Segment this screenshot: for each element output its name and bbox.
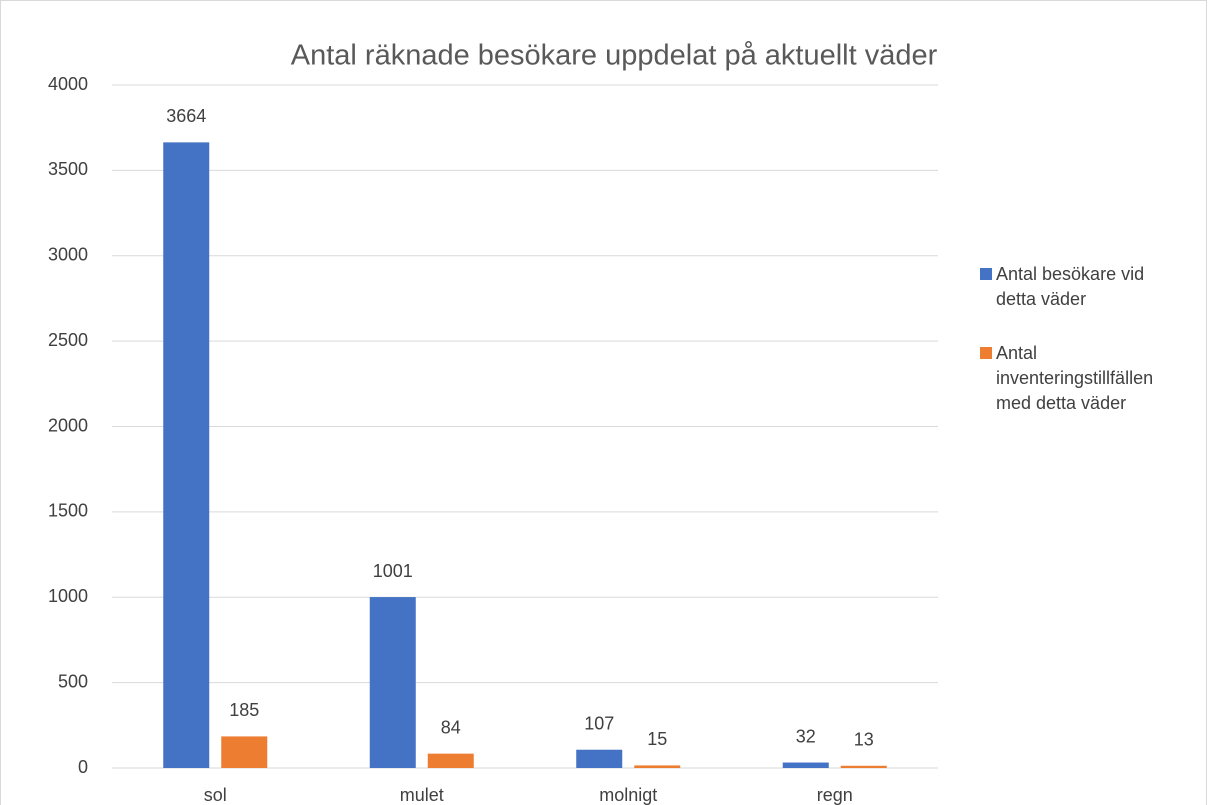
bar (369, 597, 416, 768)
legend-entry: Antal inventeringstillfällen med detta v… (980, 341, 1180, 416)
y-tick-label: 1000 (48, 586, 88, 606)
y-tick-label: 2500 (48, 330, 88, 350)
data-label: 13 (854, 730, 874, 750)
bar (163, 142, 210, 768)
bar (634, 765, 681, 768)
data-label: 185 (229, 700, 259, 720)
bar (427, 753, 474, 768)
legend-label: Antal besökare vid detta väder (996, 264, 1145, 309)
bar (840, 765, 887, 768)
data-label: 107 (584, 713, 614, 733)
legend: Antal besökare vid detta väder Antal inve… (980, 262, 1180, 445)
y-tick-label: 0 (78, 757, 88, 777)
x-tick-label: mulet (400, 785, 444, 805)
y-tick-label: 3000 (48, 245, 88, 265)
x-tick-label: molnigt (599, 785, 657, 805)
data-label: 32 (796, 726, 816, 746)
y-tick-label: 500 (58, 671, 88, 691)
x-tick-label: regn (817, 785, 853, 805)
legend-swatch (980, 268, 992, 280)
y-tick-label: 3500 (48, 159, 88, 179)
data-label: 15 (647, 729, 667, 749)
legend-label: Antal inventeringstillfällen med detta v… (996, 343, 1154, 413)
bar (782, 762, 829, 768)
x-tick-label: sol (204, 785, 227, 805)
y-tick-label: 1500 (48, 501, 88, 521)
y-tick-label: 2000 (48, 415, 88, 435)
chart-title: Antal räknade besökare uppdelat på aktue… (291, 40, 938, 72)
y-tick-label: 4000 (48, 74, 88, 94)
bar (576, 749, 623, 768)
bar (221, 736, 268, 768)
data-label: 3664 (166, 106, 206, 126)
data-label: 1001 (373, 561, 413, 581)
data-label: 84 (441, 717, 461, 737)
legend-entry: Antal besökare vid detta väder (980, 262, 1180, 312)
legend-swatch (980, 347, 992, 359)
